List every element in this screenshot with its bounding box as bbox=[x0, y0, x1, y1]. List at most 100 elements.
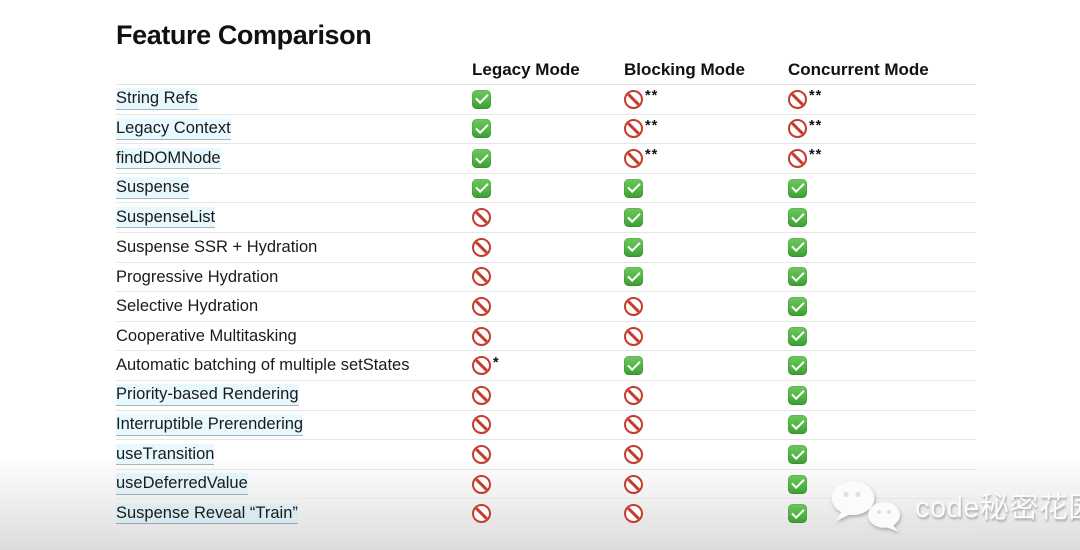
page-title: Feature Comparison bbox=[116, 20, 372, 50]
legacy-mode-cell bbox=[472, 474, 624, 494]
prohibited-icon bbox=[472, 444, 491, 464]
blocking-mode-cell bbox=[624, 326, 788, 346]
footnote-marker: ** bbox=[809, 88, 823, 105]
check-mark-icon bbox=[788, 444, 807, 464]
check-mark-icon bbox=[788, 415, 807, 435]
concurrent-mode-cell bbox=[788, 237, 976, 257]
concurrent-mode-cell bbox=[788, 444, 976, 464]
blocking-mode-cell bbox=[624, 444, 788, 464]
blocking-mode-cell bbox=[624, 208, 788, 228]
prohibited-icon bbox=[472, 208, 491, 228]
check-mark-icon bbox=[788, 208, 807, 228]
footnote-marker: ** bbox=[645, 117, 659, 134]
check-mark-icon bbox=[624, 356, 643, 376]
check-mark-icon bbox=[788, 356, 807, 376]
feature-comparison-table: Legacy Mode Blocking Mode Concurrent Mod… bbox=[116, 56, 976, 529]
footnote-marker: ** bbox=[809, 147, 823, 164]
check-mark-icon bbox=[788, 326, 807, 346]
table-row: Automatic batching of multiple setStates… bbox=[116, 351, 976, 381]
blocking-mode-cell bbox=[624, 415, 788, 435]
feature-link[interactable]: Priority-based Rendering bbox=[116, 384, 299, 407]
feature-link[interactable]: SuspenseList bbox=[116, 206, 216, 229]
watermark: code秘密花园 bbox=[826, 478, 1080, 532]
table-row: Cooperative Multitasking bbox=[116, 322, 976, 352]
table-row: findDOMNode ** ** bbox=[116, 144, 976, 174]
check-mark-icon bbox=[624, 267, 643, 287]
concurrent-mode-cell: ** bbox=[788, 117, 976, 139]
table-row: String Refs ** ** bbox=[116, 85, 976, 115]
check-mark-icon bbox=[624, 178, 643, 198]
legacy-mode-cell bbox=[472, 148, 624, 168]
legacy-mode-cell bbox=[472, 444, 624, 464]
feature-link[interactable]: Suspense Reveal “Train” bbox=[116, 502, 298, 525]
blocking-mode-cell bbox=[624, 504, 788, 524]
table-row: Selective Hydration bbox=[116, 292, 976, 322]
prohibited-icon bbox=[788, 89, 807, 109]
concurrent-mode-cell bbox=[788, 267, 976, 287]
prohibited-icon bbox=[624, 504, 643, 524]
check-mark-icon bbox=[788, 237, 807, 257]
concurrent-mode-cell bbox=[788, 296, 976, 316]
prohibited-icon bbox=[472, 356, 491, 376]
table-row: useDeferredValue bbox=[116, 470, 976, 500]
feature-link[interactable]: Legacy Context bbox=[116, 118, 231, 140]
blocking-mode-cell: ** bbox=[624, 88, 788, 109]
feature-link[interactable]: Interruptible Prerendering bbox=[116, 414, 304, 436]
legacy-mode-cell bbox=[472, 385, 624, 405]
feature-link[interactable]: findDOMNode bbox=[116, 147, 221, 170]
check-mark-icon bbox=[624, 208, 643, 228]
check-mark-icon bbox=[472, 119, 491, 139]
column-header-legacy-mode: Legacy Mode bbox=[472, 60, 580, 79]
blocking-mode-cell bbox=[624, 237, 788, 257]
prohibited-icon bbox=[624, 296, 643, 316]
blocking-mode-cell bbox=[624, 178, 788, 198]
table-row: useTransition bbox=[116, 440, 976, 470]
blocking-mode-cell: ** bbox=[624, 147, 788, 168]
prohibited-icon bbox=[472, 237, 491, 257]
concurrent-mode-cell bbox=[788, 385, 976, 405]
concurrent-mode-cell bbox=[788, 208, 976, 228]
footnote-marker: ** bbox=[809, 117, 823, 134]
feature-link[interactable]: useTransition bbox=[116, 443, 215, 466]
table-row: SuspenseList bbox=[116, 203, 976, 233]
check-mark-icon bbox=[472, 89, 491, 109]
prohibited-icon bbox=[624, 148, 643, 168]
footnote-marker: ** bbox=[645, 147, 659, 164]
wechat-icon bbox=[831, 481, 900, 532]
concurrent-mode-cell bbox=[788, 415, 976, 435]
prohibited-icon bbox=[472, 267, 491, 287]
prohibited-icon bbox=[472, 385, 491, 405]
check-mark-icon bbox=[788, 267, 807, 287]
blocking-mode-cell bbox=[624, 474, 788, 494]
feature-link[interactable]: Suspense bbox=[116, 177, 190, 199]
legacy-mode-cell: * bbox=[472, 355, 624, 376]
prohibited-icon bbox=[624, 326, 643, 346]
table-row: Priority-based Rendering bbox=[116, 381, 976, 411]
check-mark-icon bbox=[788, 178, 807, 198]
bottom-gradient bbox=[0, 455, 1080, 550]
check-mark-icon bbox=[788, 385, 807, 405]
feature-label: Automatic batching of multiple setStates bbox=[116, 356, 410, 375]
watermark-text: code秘密花园 bbox=[915, 492, 1080, 524]
prohibited-icon bbox=[788, 148, 807, 168]
feature-link[interactable]: useDeferredValue bbox=[116, 473, 248, 495]
legacy-mode-cell bbox=[472, 208, 624, 228]
table-row: Suspense bbox=[116, 174, 976, 204]
blocking-mode-cell bbox=[624, 267, 788, 287]
check-mark-icon bbox=[788, 504, 807, 524]
concurrent-mode-cell bbox=[788, 178, 976, 198]
check-mark-icon bbox=[624, 237, 643, 257]
prohibited-icon bbox=[472, 415, 491, 435]
legacy-mode-cell bbox=[472, 178, 624, 198]
feature-link[interactable]: String Refs bbox=[116, 88, 198, 111]
check-mark-icon bbox=[472, 148, 491, 168]
legacy-mode-cell bbox=[472, 296, 624, 316]
feature-label: Suspense SSR + Hydration bbox=[116, 237, 318, 256]
blocking-mode-cell bbox=[624, 356, 788, 376]
feature-label: Selective Hydration bbox=[116, 297, 259, 316]
legacy-mode-cell bbox=[472, 267, 624, 287]
table-row: Suspense Reveal “Train” bbox=[116, 499, 976, 529]
legacy-mode-cell bbox=[472, 237, 624, 257]
concurrent-mode-cell bbox=[788, 504, 976, 524]
